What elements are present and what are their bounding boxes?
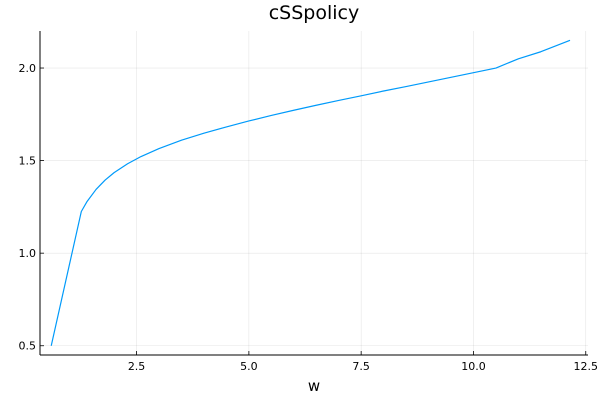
x-tick-label: 7.5 <box>352 360 370 373</box>
y-tick-label: 1.5 <box>19 155 37 168</box>
x-tick-label: 10.0 <box>461 360 486 373</box>
x-tick-label: 2.5 <box>128 360 146 373</box>
y-tick-label: 1.0 <box>19 247 37 260</box>
x-axis-label: w <box>308 377 320 395</box>
chart-title: cSSpolicy <box>269 2 360 24</box>
x-ticks: 2.5 5.0 7.5 10.0 12.5 <box>128 351 598 373</box>
y-ticks: 0.5 1.0 1.5 2.0 <box>19 62 44 353</box>
x-tick-label: 12.5 <box>574 360 599 373</box>
y-tick-label: 0.5 <box>19 340 37 353</box>
series-layer <box>50 39 571 346</box>
axes <box>39 31 588 356</box>
series-line <box>50 39 571 346</box>
y-tick-label: 2.0 <box>19 62 37 75</box>
x-tick-label: 5.0 <box>240 360 258 373</box>
